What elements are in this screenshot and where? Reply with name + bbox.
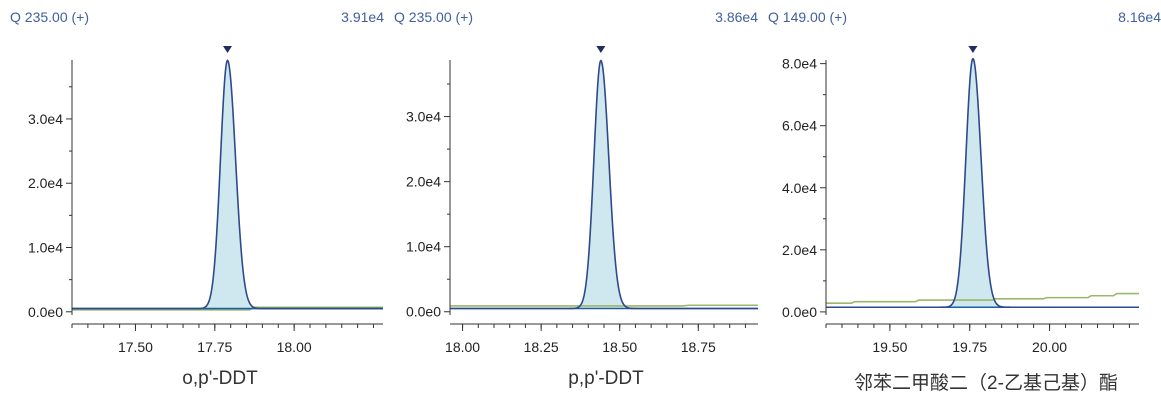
- qualifier-trace: [826, 292, 1139, 305]
- ion-label: Q 235.00 (+): [10, 9, 89, 25]
- x-tick-label: 19.50: [872, 339, 907, 355]
- x-tick-label: 18.00: [277, 339, 312, 355]
- peak-area: [198, 60, 257, 309]
- x-tick-label: 18.75: [681, 339, 716, 355]
- x-tick-label: 19.75: [952, 339, 987, 355]
- y-tick-label: 2.0e4: [782, 242, 817, 258]
- max-intensity-label: 3.91e4: [341, 9, 384, 25]
- x-tick-label: 18.00: [445, 339, 480, 355]
- y-tick-label: 3.0e4: [406, 109, 441, 125]
- y-tick-label: 0.0e0: [28, 304, 63, 320]
- x-tick-label: 17.75: [197, 339, 232, 355]
- chart-svg: 0.0e0 2.0e4 4.0e4 6.0e4 8.0e4 19.50 19.75 20.00: [782, 46, 1139, 355]
- y-tick-label: 1.0e4: [406, 239, 441, 255]
- y-tick-label: 3.0e4: [28, 111, 63, 127]
- x-tick-label: 18.50: [602, 339, 637, 355]
- y-tick-label: 0.0e0: [782, 304, 817, 320]
- compound-title: p,p'-DDT: [568, 368, 644, 389]
- max-intensity-label: 3.86e4: [715, 9, 758, 25]
- peak-marker: [223, 46, 232, 53]
- max-intensity-label: 8.16e4: [1118, 9, 1161, 25]
- peak-area: [572, 60, 630, 309]
- peak-area: [943, 58, 1003, 308]
- compound-title: 邻苯二甲酸二（2-乙基己基）酯: [854, 373, 1118, 394]
- x-tick-label: 20.00: [1032, 339, 1067, 355]
- qualifier-trace: [450, 304, 758, 307]
- ion-label: Q 235.00 (+): [394, 9, 473, 25]
- y-tick-label: 8.0e4: [782, 56, 817, 72]
- peak-marker: [596, 46, 606, 53]
- y-tick-label: 1.0e4: [28, 240, 63, 256]
- compound-title: o,p'-DDT: [182, 368, 258, 389]
- chart-svg: 0.0e0 1.0e4 2.0e4 3.0e4 17.50 17.75 18.00: [28, 46, 383, 355]
- y-tick-label: 0.0e0: [406, 304, 441, 320]
- peak-marker: [968, 46, 978, 53]
- quantifier-trace: [72, 59, 383, 310]
- y-tick-label: 4.0e4: [782, 180, 817, 196]
- chart-svg: 0.0e0 1.0e4 2.0e4 3.0e4 18.00 18.25 18.50 18.75: [406, 46, 758, 355]
- y-tick-label: 2.0e4: [28, 175, 63, 191]
- y-tick-label: 2.0e4: [406, 174, 441, 190]
- chromatogram-panel-2: Q 235.00 (+) 3.86e4 p,p'-DDT 0.0e0 1.0e4 2.0e…: [384, 0, 758, 395]
- y-tick-label: 6.0e4: [782, 118, 817, 134]
- quantifier-trace: [826, 57, 1139, 309]
- chromatogram-panel-3: Q 149.00 (+) 8.16e4 邻苯二甲酸二（2-乙基己基）酯 0.0e0 2.…: [758, 0, 1161, 395]
- ion-label: Q 149.00 (+): [768, 9, 847, 25]
- chromatogram-panel-1: Q 235.00 (+) 3.91e4 o,p'-DDT 0.0e0 1.0e4 2.0e…: [0, 0, 384, 395]
- x-tick-label: 17.50: [118, 339, 153, 355]
- quantifier-trace: [450, 59, 758, 310]
- x-tick-label: 18.25: [524, 339, 559, 355]
